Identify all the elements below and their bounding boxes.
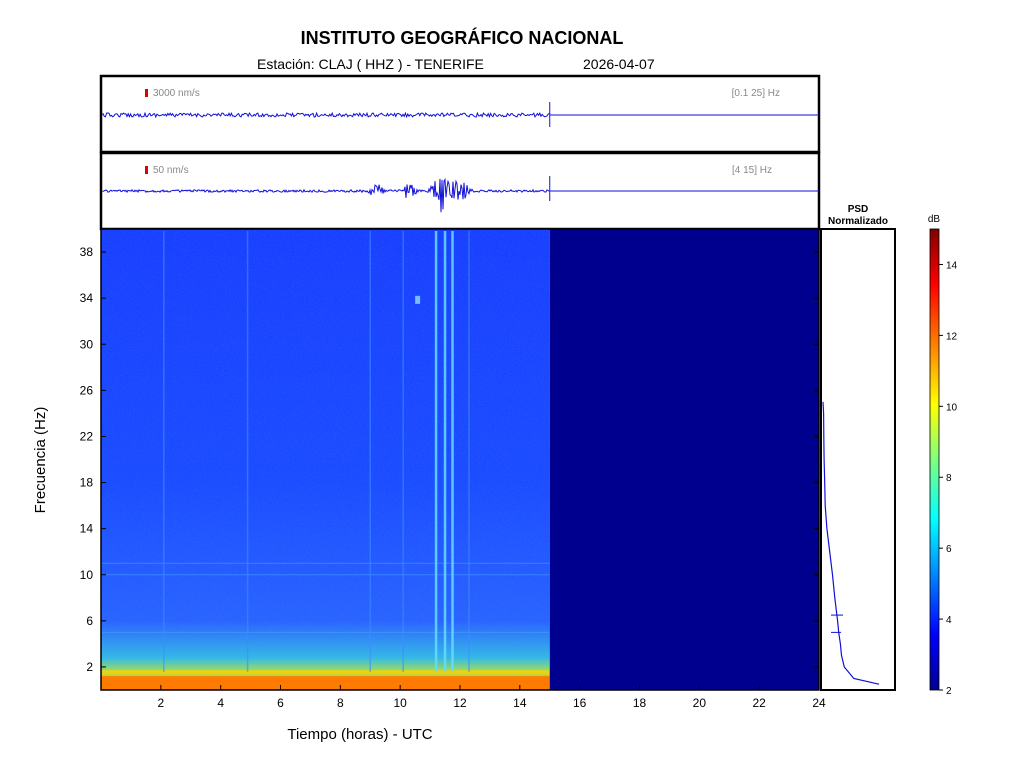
- y-tick-label: 26: [80, 383, 94, 397]
- colorbar-tick-label: 6: [946, 544, 952, 555]
- x-tick-label: 14: [513, 696, 527, 710]
- psd-title-line1: PSD: [848, 204, 869, 215]
- spectrogram-axes: 2 4 6 8 10 12 14 16 18 20 22 24261014182226303438Ti…: [32, 245, 826, 743]
- y-tick-label: 10: [80, 568, 94, 582]
- colorbar-tick-label: 2: [946, 686, 952, 697]
- x-tick-label: 20: [693, 696, 707, 710]
- y-tick-label: 2: [86, 660, 93, 674]
- low-frequency-band: [101, 676, 550, 690]
- spectrogram-noise: [101, 229, 550, 650]
- x-tick-label: 8: [337, 696, 344, 710]
- x-tick-label: 4: [217, 696, 224, 710]
- colorbar-tick-label: 4: [946, 615, 952, 626]
- y-tick-label: 18: [80, 476, 94, 490]
- x-tick-label: 18: [633, 696, 647, 710]
- psd-curve: [822, 401, 880, 685]
- colorbar: dB 2 4 6 8 10 12 14: [928, 214, 958, 697]
- date-label: 2026-04-07: [583, 56, 655, 72]
- colorbar-unit: dB: [928, 214, 941, 225]
- x-tick-label: 24: [812, 696, 826, 710]
- x-tick-label: 2: [157, 696, 164, 710]
- band-label: [4 15] Hz: [732, 165, 772, 176]
- broadband-trace: [102, 111, 550, 119]
- psd-title-line2: Normalizado: [828, 216, 888, 227]
- figure-title: INSTITUTO GEOGRÁFICO NACIONAL: [300, 28, 624, 48]
- y-tick-label: 6: [86, 614, 93, 628]
- scale-label: 50 nm/s: [153, 165, 189, 176]
- colorbar-gradient: [929, 228, 940, 691]
- station-label: Estación: CLAJ ( HHZ ) - TENERIFE: [257, 56, 484, 72]
- event-spot: [415, 295, 421, 304]
- y-tick-label: 38: [80, 245, 94, 259]
- y-tick-label: 30: [80, 337, 94, 351]
- broadband-seismogram-panel: 3000 nm/s [0.1 25] Hz: [99, 74, 821, 154]
- colorbar-tick-label: 10: [946, 402, 958, 413]
- scale-bar: [145, 166, 148, 174]
- x-tick-label: 10: [393, 696, 407, 710]
- filtered-seismogram-panel: 50 nm/s [4 15] Hz: [99, 151, 821, 231]
- spectrogram-panel: [100, 228, 820, 691]
- y-axis-label: Frecuencia (Hz): [32, 407, 49, 514]
- no-data-region: [549, 229, 819, 690]
- filtered-trace: [102, 177, 550, 213]
- x-tick-label: 6: [277, 696, 284, 710]
- band-label: [0.1 25] Hz: [732, 88, 780, 99]
- x-tick-label: 22: [752, 696, 766, 710]
- y-tick-label: 14: [80, 522, 94, 536]
- psd-frame: [820, 228, 896, 691]
- x-tick-label: 12: [453, 696, 467, 710]
- scale-bar: [145, 89, 148, 97]
- scale-label: 3000 nm/s: [153, 88, 200, 99]
- low-frequency-edge: [101, 670, 550, 675]
- colorbar-tick-label: 12: [946, 331, 958, 342]
- y-tick-label: 22: [80, 429, 94, 443]
- colorbar-tick-label: 8: [946, 473, 952, 484]
- x-tick-label: 16: [573, 696, 587, 710]
- y-tick-label: 34: [80, 291, 94, 305]
- x-axis-label: Tiempo (horas) - UTC: [287, 726, 432, 743]
- colorbar-tick-label: 14: [946, 260, 958, 271]
